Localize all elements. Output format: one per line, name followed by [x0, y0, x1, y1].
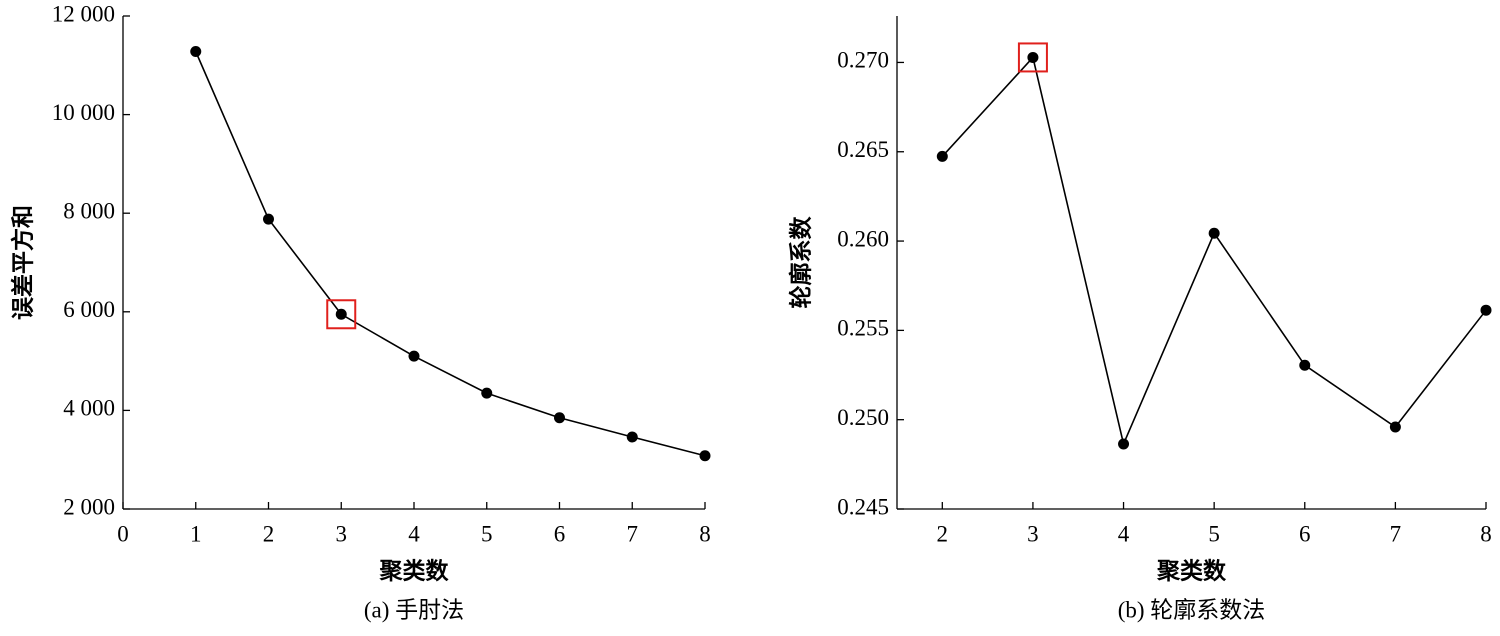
- series-line: [195, 51, 706, 457]
- x-tick-label: 6: [1299, 521, 1311, 546]
- y-axis-label: 误差平方和: [9, 205, 35, 320]
- data-point: [1027, 51, 1039, 63]
- data-point: [1389, 421, 1401, 433]
- x-axis-label: 聚类数: [379, 558, 450, 583]
- x-tick-label: 5: [481, 521, 493, 546]
- data-point: [699, 450, 711, 462]
- data-point: [263, 213, 274, 225]
- x-tick-label: 3: [336, 521, 348, 546]
- series-line: [941, 55, 1487, 447]
- data-point: [626, 431, 638, 443]
- x-tick-label: 8: [1480, 521, 1492, 546]
- x-tick-label: 7: [627, 521, 639, 546]
- x-tick-label: 4: [1118, 521, 1130, 546]
- x-axis-label: 聚类数: [1156, 558, 1227, 583]
- x-tick-label: 8: [699, 521, 711, 546]
- x-tick-label: 7: [1390, 521, 1402, 546]
- y-tick-label: 4 000: [63, 396, 115, 421]
- data-point: [936, 150, 948, 162]
- data-point: [1208, 227, 1220, 239]
- data-point: [1299, 359, 1311, 371]
- y-tick-label: 0.270: [837, 48, 889, 73]
- data-point: [335, 308, 347, 320]
- y-tick-label: 0.265: [837, 137, 889, 162]
- x-tick-label: 1: [190, 521, 202, 546]
- data-point: [408, 350, 420, 362]
- x-tick-label: 2: [937, 521, 949, 546]
- x-tick-label: 5: [1208, 521, 1220, 546]
- caption: (a) 手肘法: [364, 597, 464, 622]
- highlight-box: [326, 299, 357, 330]
- y-tick-label: 0.255: [837, 316, 889, 341]
- data-point: [481, 387, 493, 399]
- data-point: [190, 45, 202, 57]
- x-tick-label: 3: [1027, 521, 1039, 546]
- y-tick-label: 10 000: [52, 100, 115, 125]
- caption: (b) 轮廓系数法: [1118, 597, 1266, 622]
- highlight-box: [1017, 42, 1048, 73]
- data-point: [1480, 304, 1492, 316]
- data-point: [1118, 438, 1130, 450]
- y-tick-label: 6 000: [63, 297, 115, 322]
- y-tick-label: 0.260: [837, 226, 889, 251]
- y-tick-label: 0.250: [837, 405, 889, 430]
- y-tick-label: 2 000: [63, 494, 115, 519]
- data-point: [554, 412, 565, 424]
- x-tick-label: 6: [554, 521, 566, 546]
- x-tick-label: 0: [117, 521, 129, 546]
- x-tick-label: 2: [263, 521, 275, 546]
- y-axis-label: 轮廓系数: [787, 216, 813, 309]
- x-tick-label: 4: [408, 521, 420, 546]
- y-tick-label: 0.245: [837, 494, 889, 519]
- y-tick-label: 12 000: [52, 1, 115, 26]
- y-tick-label: 8 000: [63, 198, 115, 223]
